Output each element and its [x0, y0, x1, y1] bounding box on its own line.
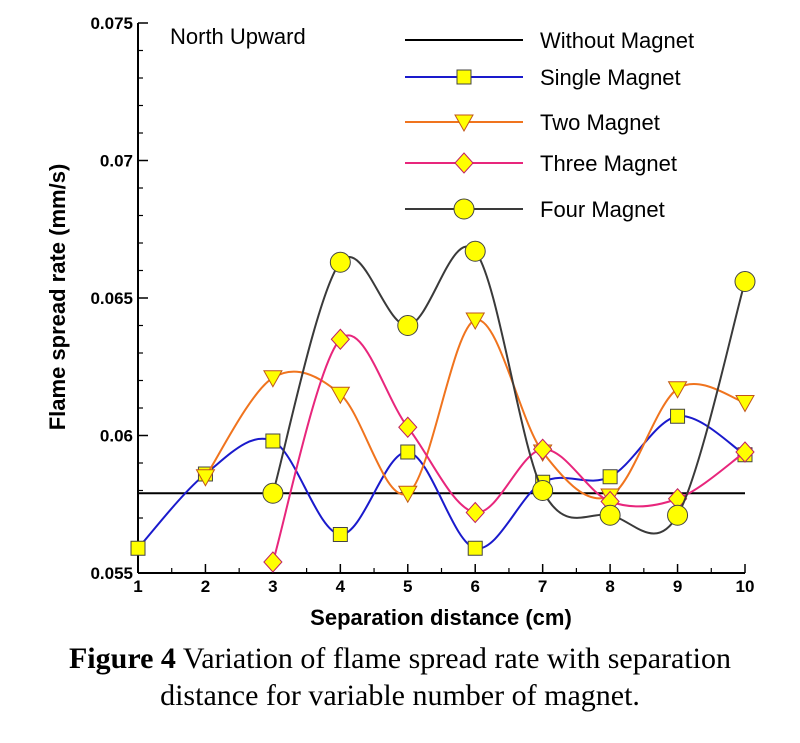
x-tick-label: 9	[673, 577, 682, 596]
x-tick-label: 3	[268, 577, 277, 596]
figure-caption: Figure 4 Variation of flame spread rate …	[0, 640, 800, 714]
x-tick-label: 4	[336, 577, 346, 596]
data-point-four-magnet	[397, 315, 419, 336]
data-point-two-magnet	[263, 370, 283, 388]
chart: 1 2 3 4 5 6 7 8 9 10 0.055 0.06 0.065 0.07 0.075 North…	[45, 14, 756, 630]
data-point-three-magnet	[398, 416, 418, 438]
annotation-north-upward: North Upward	[170, 24, 306, 49]
data-point-four-magnet	[262, 482, 284, 504]
y-axis-title: Flame spread rate (mm/s)	[45, 164, 70, 431]
x-axis-title: Separation distance (cm)	[310, 605, 572, 630]
series-two-magnet	[195, 312, 755, 507]
data-point-four-magnet	[532, 480, 554, 501]
caption-figure-label: Figure 4	[68, 642, 176, 675]
data-point-two-magnet	[667, 381, 688, 399]
legend-marker-two-magnet	[454, 114, 474, 133]
data-point-three-magnet	[330, 328, 351, 350]
data-point-single-magnet	[332, 527, 348, 542]
data-point-single-magnet	[602, 469, 618, 485]
data-point-single-magnet	[130, 540, 146, 556]
data-point-three-magnet	[465, 501, 485, 524]
legend-label-two-magnet: Two Magnet	[540, 110, 660, 135]
x-tick-label: 6	[470, 577, 479, 596]
data-point-two-magnet	[735, 395, 755, 413]
data-point-four-magnet	[667, 504, 689, 526]
y-tick-label: 0.055	[90, 564, 133, 583]
data-point-four-magnet	[329, 251, 351, 273]
data-point-single-magnet	[265, 433, 281, 449]
plot-area: 1 2 3 4 5 6 7 8 9 10 0.055 0.06 0.065 0.07 0.075	[90, 14, 756, 596]
data-point-three-magnet	[532, 438, 553, 460]
data-point-two-magnet	[330, 386, 351, 405]
data-point-three-magnet	[263, 551, 283, 573]
legend-label-single-magnet: Single Magnet	[540, 65, 681, 90]
legend-label-four-magnet: Four Magnet	[540, 197, 665, 222]
data-point-three-magnet	[735, 441, 755, 463]
y-tick-label: 0.06	[100, 427, 133, 446]
legend-marker-single-magnet	[456, 69, 472, 85]
y-tick-label: 0.07	[100, 152, 133, 171]
data-point-four-magnet	[734, 271, 756, 292]
legend-marker-three-magnet	[454, 152, 474, 174]
data-point-single-magnet	[467, 540, 483, 556]
legend-marker-four-magnet	[453, 198, 475, 220]
data-point-four-magnet	[464, 240, 486, 262]
data-point-two-magnet	[397, 485, 418, 504]
caption-line-1: Variation of flame spread rate with sepa…	[175, 642, 731, 675]
x-tick-label: 8	[605, 577, 614, 596]
x-tick-label: 7	[538, 577, 547, 596]
legend: Without Magnet Single Magnet Two Magnet Thr…	[405, 28, 694, 222]
data-point-single-magnet	[400, 444, 416, 460]
y-tick-label: 0.075	[90, 14, 133, 33]
x-tick-label: 5	[403, 577, 412, 596]
data-point-four-magnet	[599, 504, 621, 526]
legend-label-three-magnet: Three Magnet	[540, 151, 677, 176]
y-tick-label: 0.065	[90, 289, 133, 308]
x-tick-label: 10	[736, 577, 755, 596]
series-four-magnet	[262, 240, 756, 535]
x-tick-label: 2	[201, 577, 210, 596]
caption-line-2: distance for variable number of magnet.	[160, 679, 640, 712]
data-point-single-magnet	[670, 408, 686, 424]
series-line-two-magnet	[204, 318, 746, 500]
data-point-two-magnet	[465, 312, 486, 331]
x-tick-label: 1	[133, 577, 142, 596]
legend-label-without-magnet: Without Magnet	[540, 28, 694, 53]
data-point-two-magnet	[195, 469, 216, 487]
series-line-single-magnet	[137, 415, 746, 550]
